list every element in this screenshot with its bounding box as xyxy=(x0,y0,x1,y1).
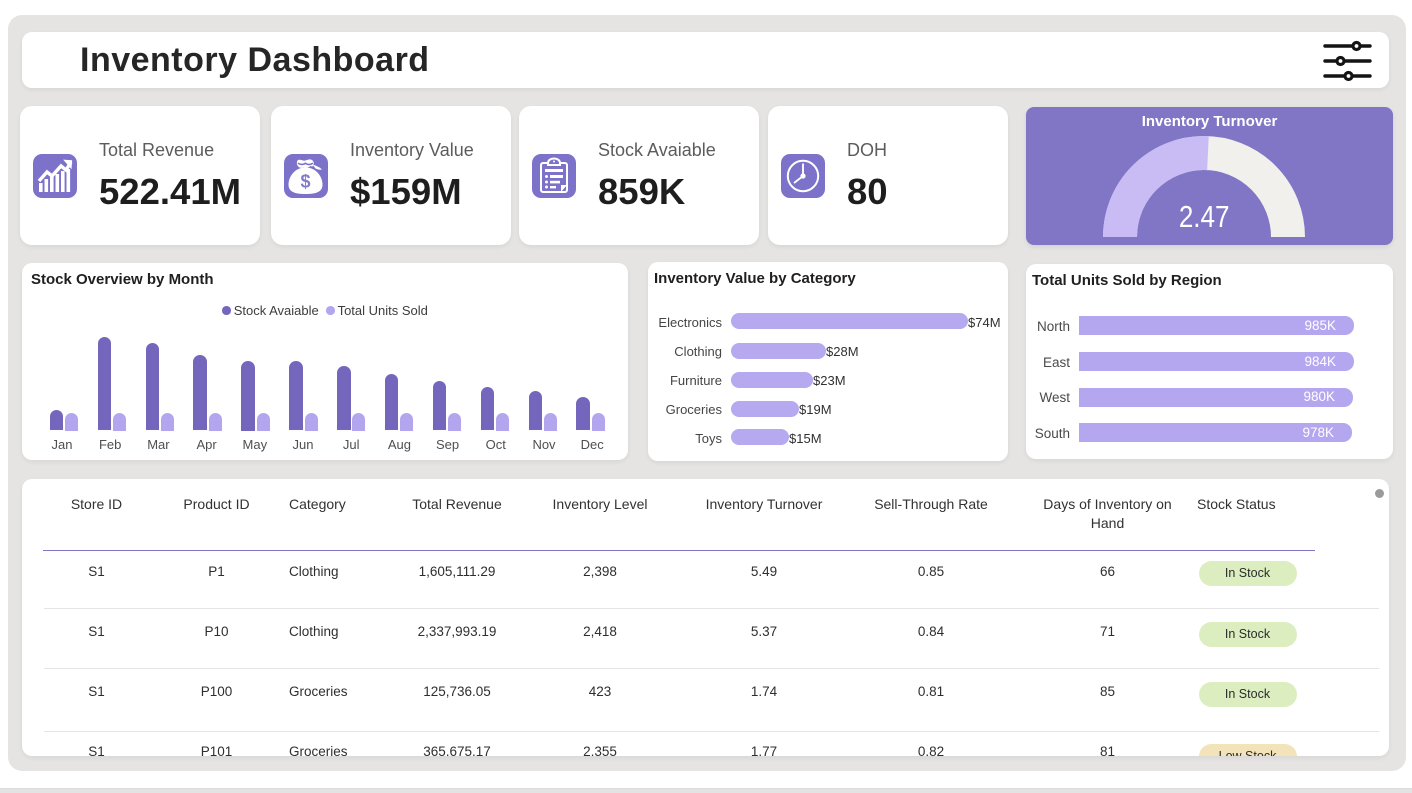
svg-text:$: $ xyxy=(300,172,310,192)
